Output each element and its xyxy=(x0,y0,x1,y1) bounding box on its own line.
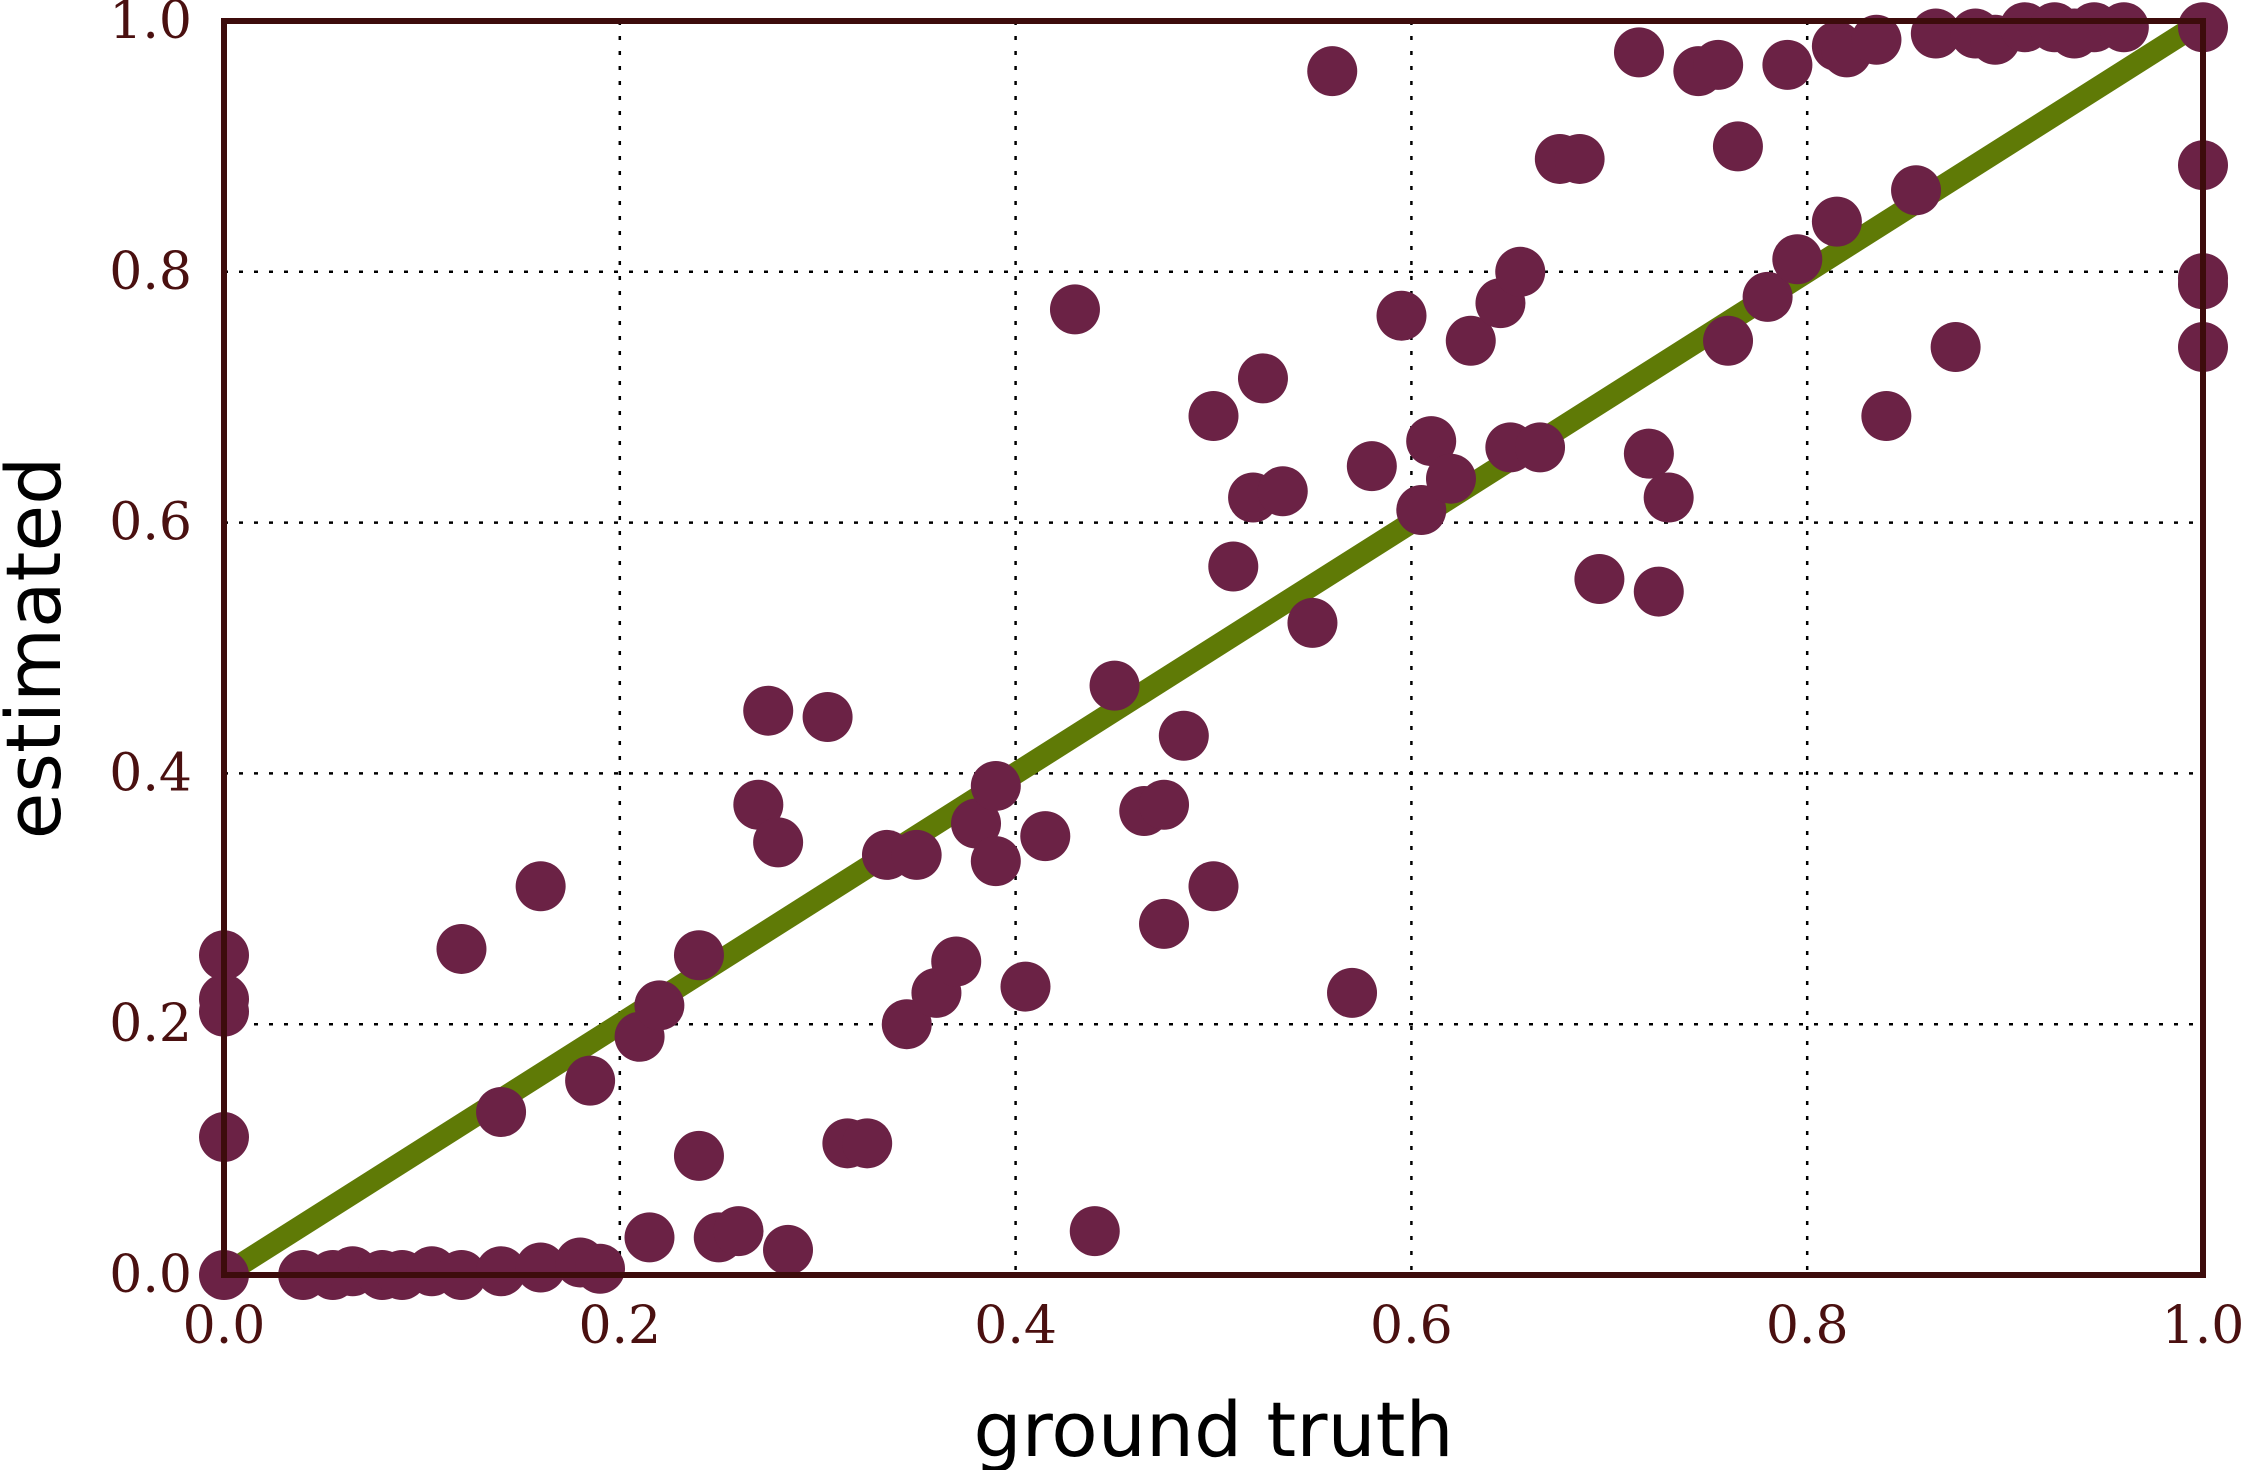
data-point xyxy=(1346,441,1397,492)
y-tick-label: 0.6 xyxy=(109,493,192,553)
data-point xyxy=(1891,165,1942,216)
x-tick-label: 0.8 xyxy=(1766,1296,1849,1356)
data-point xyxy=(1574,554,1625,605)
x-tick-labels: 0.0 0.2 0.4 0.6 0.8 1.0 xyxy=(183,1296,2241,1356)
data-point xyxy=(1158,710,1209,761)
y-tick-label: 0.4 xyxy=(109,743,192,803)
data-point xyxy=(1307,46,1358,97)
data-point xyxy=(1188,391,1239,442)
data-point xyxy=(673,1130,724,1181)
data-point xyxy=(1049,284,1100,335)
data-point xyxy=(713,1206,764,1257)
data-point xyxy=(1257,466,1308,517)
data-point xyxy=(1139,898,1190,949)
data-point xyxy=(891,829,942,880)
data-point xyxy=(1069,1206,1120,1257)
data-point xyxy=(1327,967,1378,1018)
data-point xyxy=(1554,133,1605,184)
data-point xyxy=(436,923,487,974)
data-point xyxy=(1089,660,1140,711)
data-point xyxy=(1208,541,1259,592)
data-point xyxy=(1851,14,1902,65)
plot-frame xyxy=(221,18,2206,1278)
data-point xyxy=(1425,453,1476,504)
data-point xyxy=(1139,779,1190,830)
y-axis-title: estimated xyxy=(0,457,78,840)
data-point xyxy=(1376,290,1427,341)
data-point xyxy=(1930,322,1981,373)
data-point xyxy=(1445,315,1496,366)
data-points xyxy=(199,2,2228,1300)
data-point xyxy=(1633,566,1684,617)
identity-reference-line xyxy=(218,11,2209,1285)
data-point xyxy=(970,836,1021,887)
data-point xyxy=(1712,121,1763,172)
data-point xyxy=(1396,485,1447,536)
data-point xyxy=(842,1118,893,1169)
data-point xyxy=(763,1224,814,1275)
data-point xyxy=(1742,271,1793,322)
data-point xyxy=(1643,472,1694,523)
data-point xyxy=(515,861,566,912)
data-point xyxy=(1495,246,1546,297)
data-point xyxy=(1188,861,1239,912)
y-tick-label: 0.0 xyxy=(109,1245,192,1305)
y-tick-label: 0.8 xyxy=(109,242,192,302)
y-tick-label: 0.2 xyxy=(109,994,192,1054)
data-point xyxy=(743,685,794,736)
data-point xyxy=(1237,353,1288,404)
data-point xyxy=(624,1212,675,1263)
data-point xyxy=(1693,39,1744,90)
data-point xyxy=(951,798,1002,849)
data-point xyxy=(1811,196,1862,247)
data-point xyxy=(515,1242,566,1293)
data-point xyxy=(673,930,724,981)
data-point xyxy=(931,936,982,987)
data-point xyxy=(476,1086,527,1137)
data-point xyxy=(1000,961,1051,1012)
data-point xyxy=(753,817,804,868)
data-point xyxy=(1703,315,1754,366)
data-point xyxy=(1020,811,1071,862)
x-tick-label: 0.4 xyxy=(974,1296,1057,1356)
x-tick-label: 0.2 xyxy=(578,1296,661,1356)
data-point xyxy=(1613,27,1664,78)
data-point xyxy=(575,1243,626,1294)
data-point xyxy=(1623,428,1674,479)
data-point xyxy=(1762,39,1813,90)
x-tick-label: 0.6 xyxy=(1370,1296,1453,1356)
x-axis-title: ground truth xyxy=(973,1385,1453,1470)
data-point xyxy=(802,691,853,742)
data-point xyxy=(565,1055,616,1106)
data-point xyxy=(1861,391,1912,442)
x-tick-label: 1.0 xyxy=(2162,1296,2241,1356)
data-point xyxy=(2098,2,2149,53)
data-point xyxy=(881,999,932,1050)
data-point xyxy=(1515,422,1566,473)
data-point xyxy=(1406,416,1457,467)
data-point xyxy=(634,980,685,1031)
data-point xyxy=(1287,597,1338,648)
y-tick-labels: 0.0 0.2 0.4 0.6 0.8 1.0 xyxy=(109,0,192,1305)
data-point xyxy=(476,1246,527,1297)
y-tick-label: 1.0 xyxy=(109,0,192,51)
x-tick-label: 0.0 xyxy=(183,1296,266,1356)
data-point xyxy=(1772,234,1823,285)
data-point xyxy=(733,779,784,830)
data-point xyxy=(970,760,1021,811)
